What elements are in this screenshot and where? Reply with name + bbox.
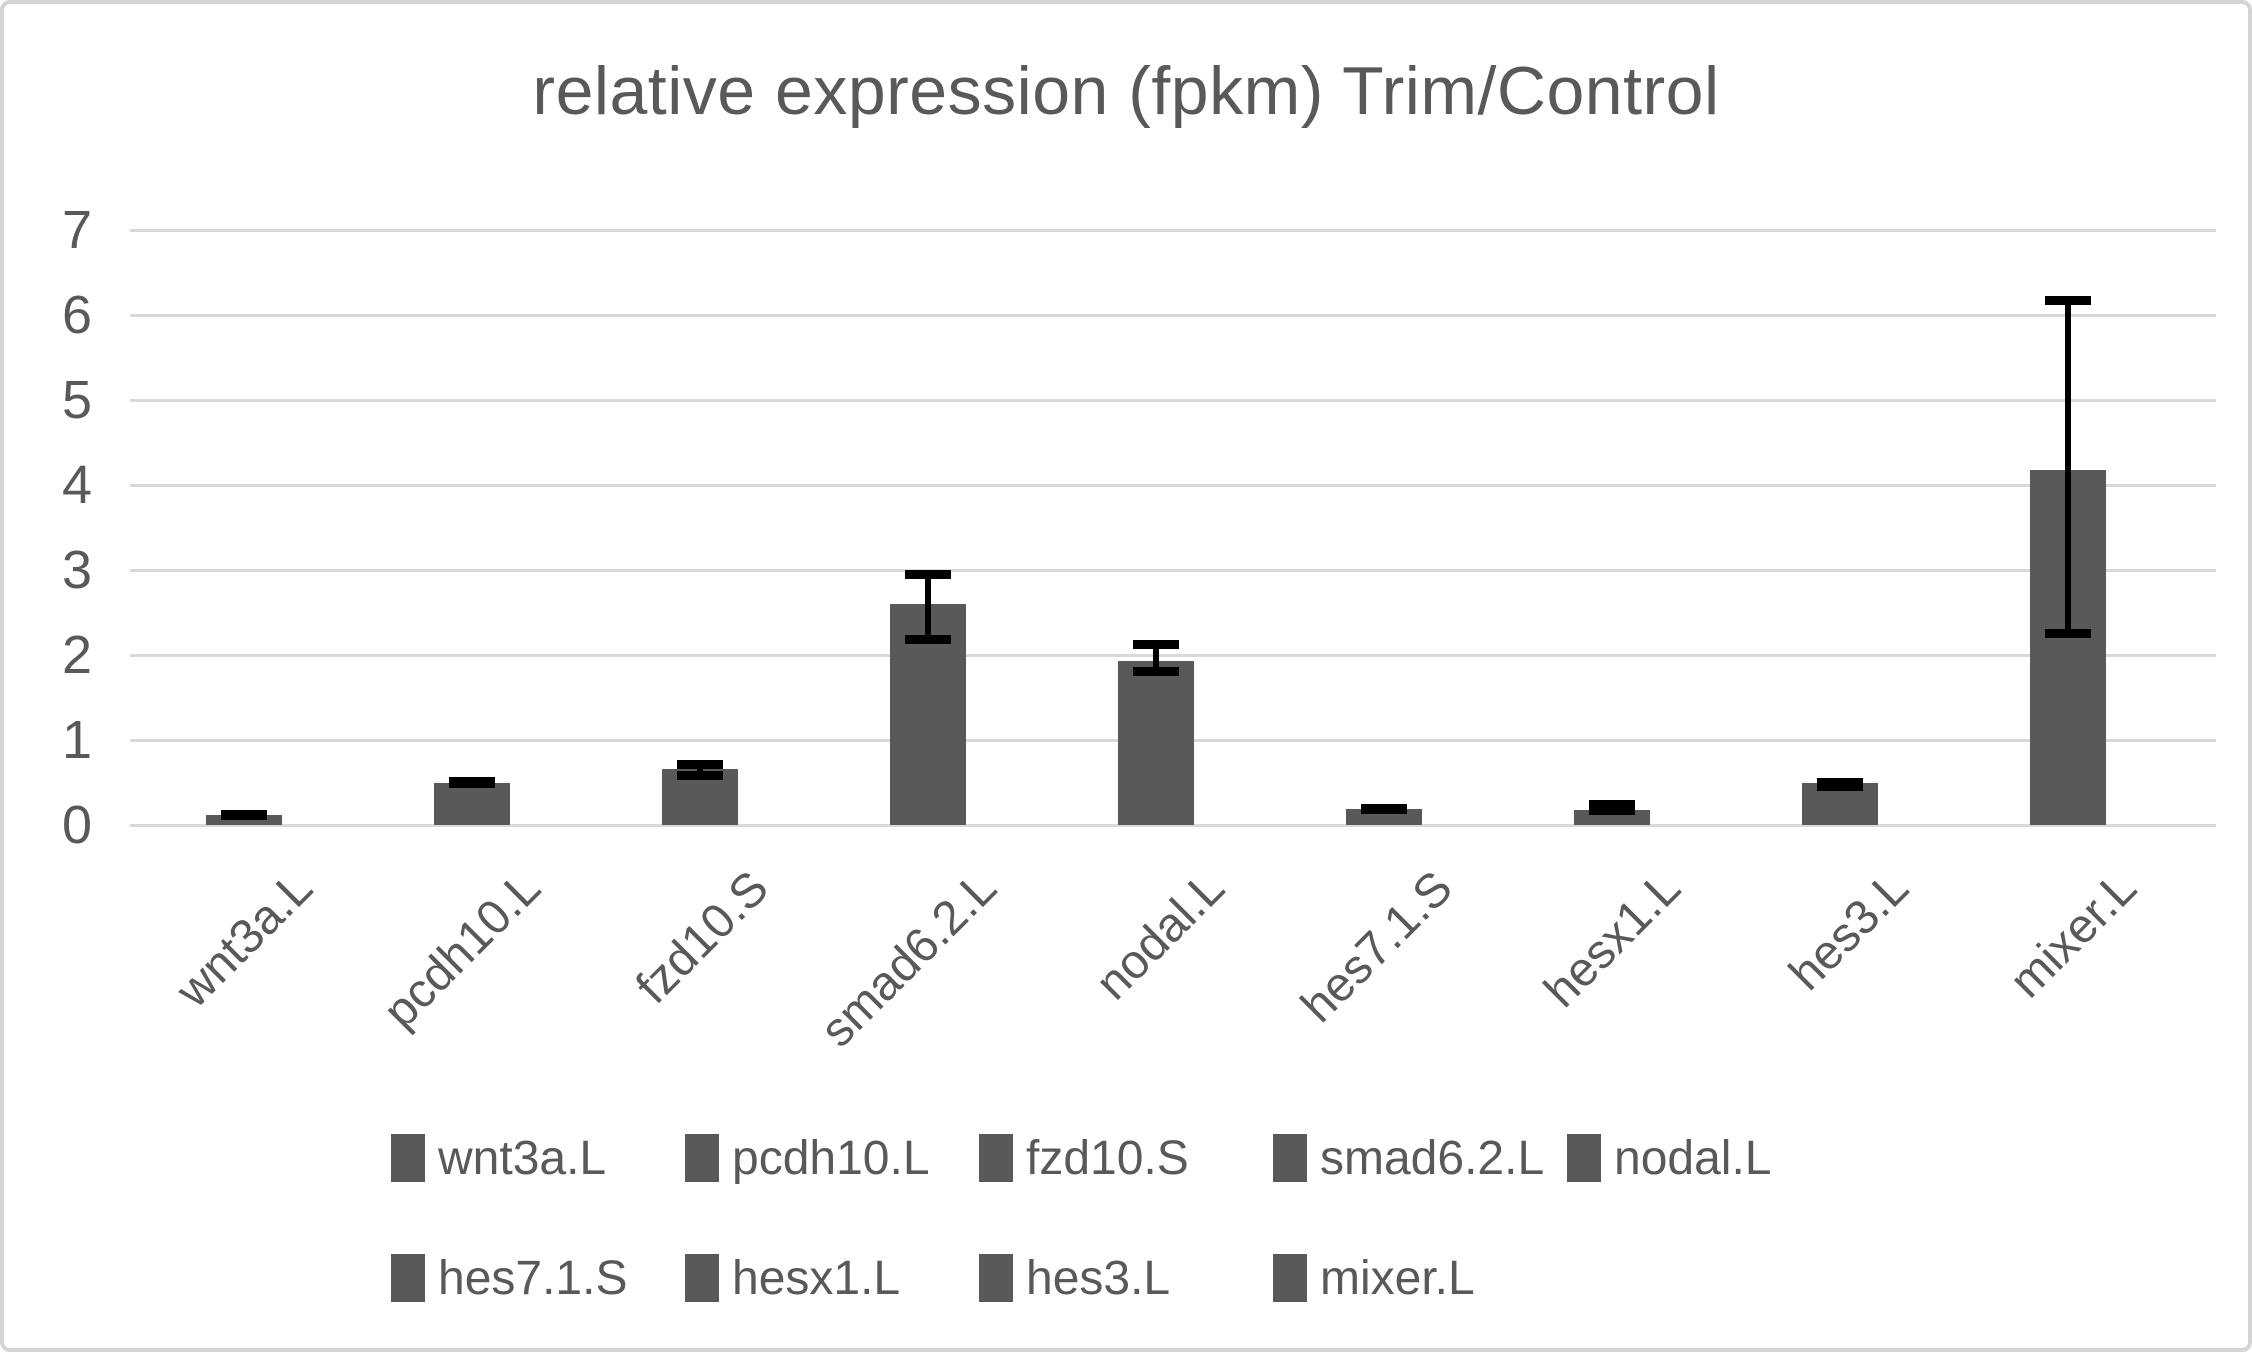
legend-item: mixer.L — [1273, 1246, 1567, 1310]
legend-grid: wnt3a.L pcdh10.L fzd10.S smad6.2.L nodal.L he… — [391, 1126, 1861, 1310]
gridline — [130, 654, 2216, 657]
legend-swatch-icon — [1273, 1254, 1307, 1302]
error-bar-cap — [677, 770, 723, 780]
error-bar-line — [925, 570, 931, 644]
y-tick-label: 1 — [61, 710, 92, 770]
legend-swatch-icon — [1567, 1134, 1601, 1182]
bar-pcdh10.L — [434, 782, 510, 825]
gridline — [130, 314, 2216, 317]
error-bar-line — [1153, 639, 1159, 677]
error-bar-cap — [1133, 639, 1179, 649]
x-category-label: wnt3a.L — [166, 861, 323, 1018]
y-tick-label: 7 — [61, 200, 92, 260]
error-bar-cap — [221, 810, 267, 820]
legend-item: fzd10.S — [979, 1126, 1273, 1190]
legend-item: hesx1.L — [685, 1246, 979, 1310]
legend-swatch-icon — [979, 1254, 1013, 1302]
legend-item: smad6.2.L — [1273, 1126, 1567, 1190]
error-bar-line — [697, 759, 703, 780]
legend-label: pcdh10.L — [732, 1131, 930, 1185]
bar-wnt3a.L — [206, 814, 282, 825]
error-bar-cap — [905, 570, 951, 579]
legend-label: hesx1.L — [732, 1251, 901, 1305]
error-bar-cap — [449, 778, 495, 788]
legend-swatch-icon — [685, 1134, 719, 1182]
error-bar-cap — [1589, 805, 1635, 815]
legend-swatch-icon — [391, 1254, 425, 1302]
error-bar-cap — [677, 759, 723, 769]
y-tick-label: 5 — [61, 370, 92, 430]
error-bar-cap — [1589, 800, 1635, 810]
legend-item: wnt3a.L — [391, 1126, 685, 1190]
legend-item: hes3.L — [979, 1246, 1273, 1310]
legend-label: hes3.L — [1026, 1251, 1171, 1305]
x-category-label: fzd10.S — [626, 861, 779, 1014]
y-tick-label: 2 — [61, 625, 92, 685]
y-tick-label: 3 — [61, 540, 92, 600]
gridline — [130, 484, 2216, 487]
x-category-label: hesx1.L — [1534, 861, 1691, 1018]
y-tick-label: 0 — [61, 795, 92, 855]
legend-label: hes7.1.S — [438, 1251, 628, 1305]
x-category-label: hes7.1.S — [1291, 861, 1463, 1033]
legend-swatch-icon — [685, 1254, 719, 1302]
legend-swatch-icon — [1273, 1134, 1307, 1182]
x-category-label: smad6.2.L — [810, 861, 1007, 1058]
bar-nodal.L — [1118, 660, 1194, 825]
error-bar-cap — [1361, 804, 1407, 814]
legend-item: nodal.L — [1567, 1126, 1861, 1190]
legend-label: wnt3a.L — [438, 1131, 607, 1185]
x-category-label: nodal.L — [1085, 861, 1235, 1011]
legend-label: nodal.L — [1614, 1131, 1772, 1185]
x-category-label: mixer.L — [1999, 861, 2147, 1009]
gridline — [130, 569, 2216, 572]
x-category-label: pcdh10.L — [373, 861, 551, 1039]
gridline — [130, 824, 2216, 827]
error-bar-line — [2065, 296, 2071, 638]
y-tick-label: 6 — [61, 285, 92, 345]
legend: wnt3a.L pcdh10.L fzd10.S smad6.2.L nodal.L he… — [4, 1126, 2248, 1310]
legend-item: pcdh10.L — [685, 1126, 979, 1190]
error-bar-cap — [1817, 782, 1863, 791]
error-bar-cap — [2045, 296, 2091, 306]
legend-label: fzd10.S — [1026, 1131, 1189, 1185]
error-bar-cap — [905, 634, 951, 644]
legend-label: smad6.2.L — [1320, 1131, 1545, 1185]
legend-label: mixer.L — [1320, 1251, 1475, 1305]
y-tick-label: 4 — [61, 455, 92, 515]
gridline — [130, 399, 2216, 402]
gridline — [130, 229, 2216, 232]
x-category-label: hes3.L — [1779, 861, 1919, 1001]
legend-swatch-icon — [391, 1134, 425, 1182]
error-bar-cap — [2045, 629, 2091, 638]
error-bar-cap — [1133, 667, 1179, 677]
chart-title: relative expression (fpkm) Trim/Control — [532, 53, 1720, 129]
legend-item: hes7.1.S — [391, 1246, 685, 1310]
legend-swatch-icon — [979, 1134, 1013, 1182]
